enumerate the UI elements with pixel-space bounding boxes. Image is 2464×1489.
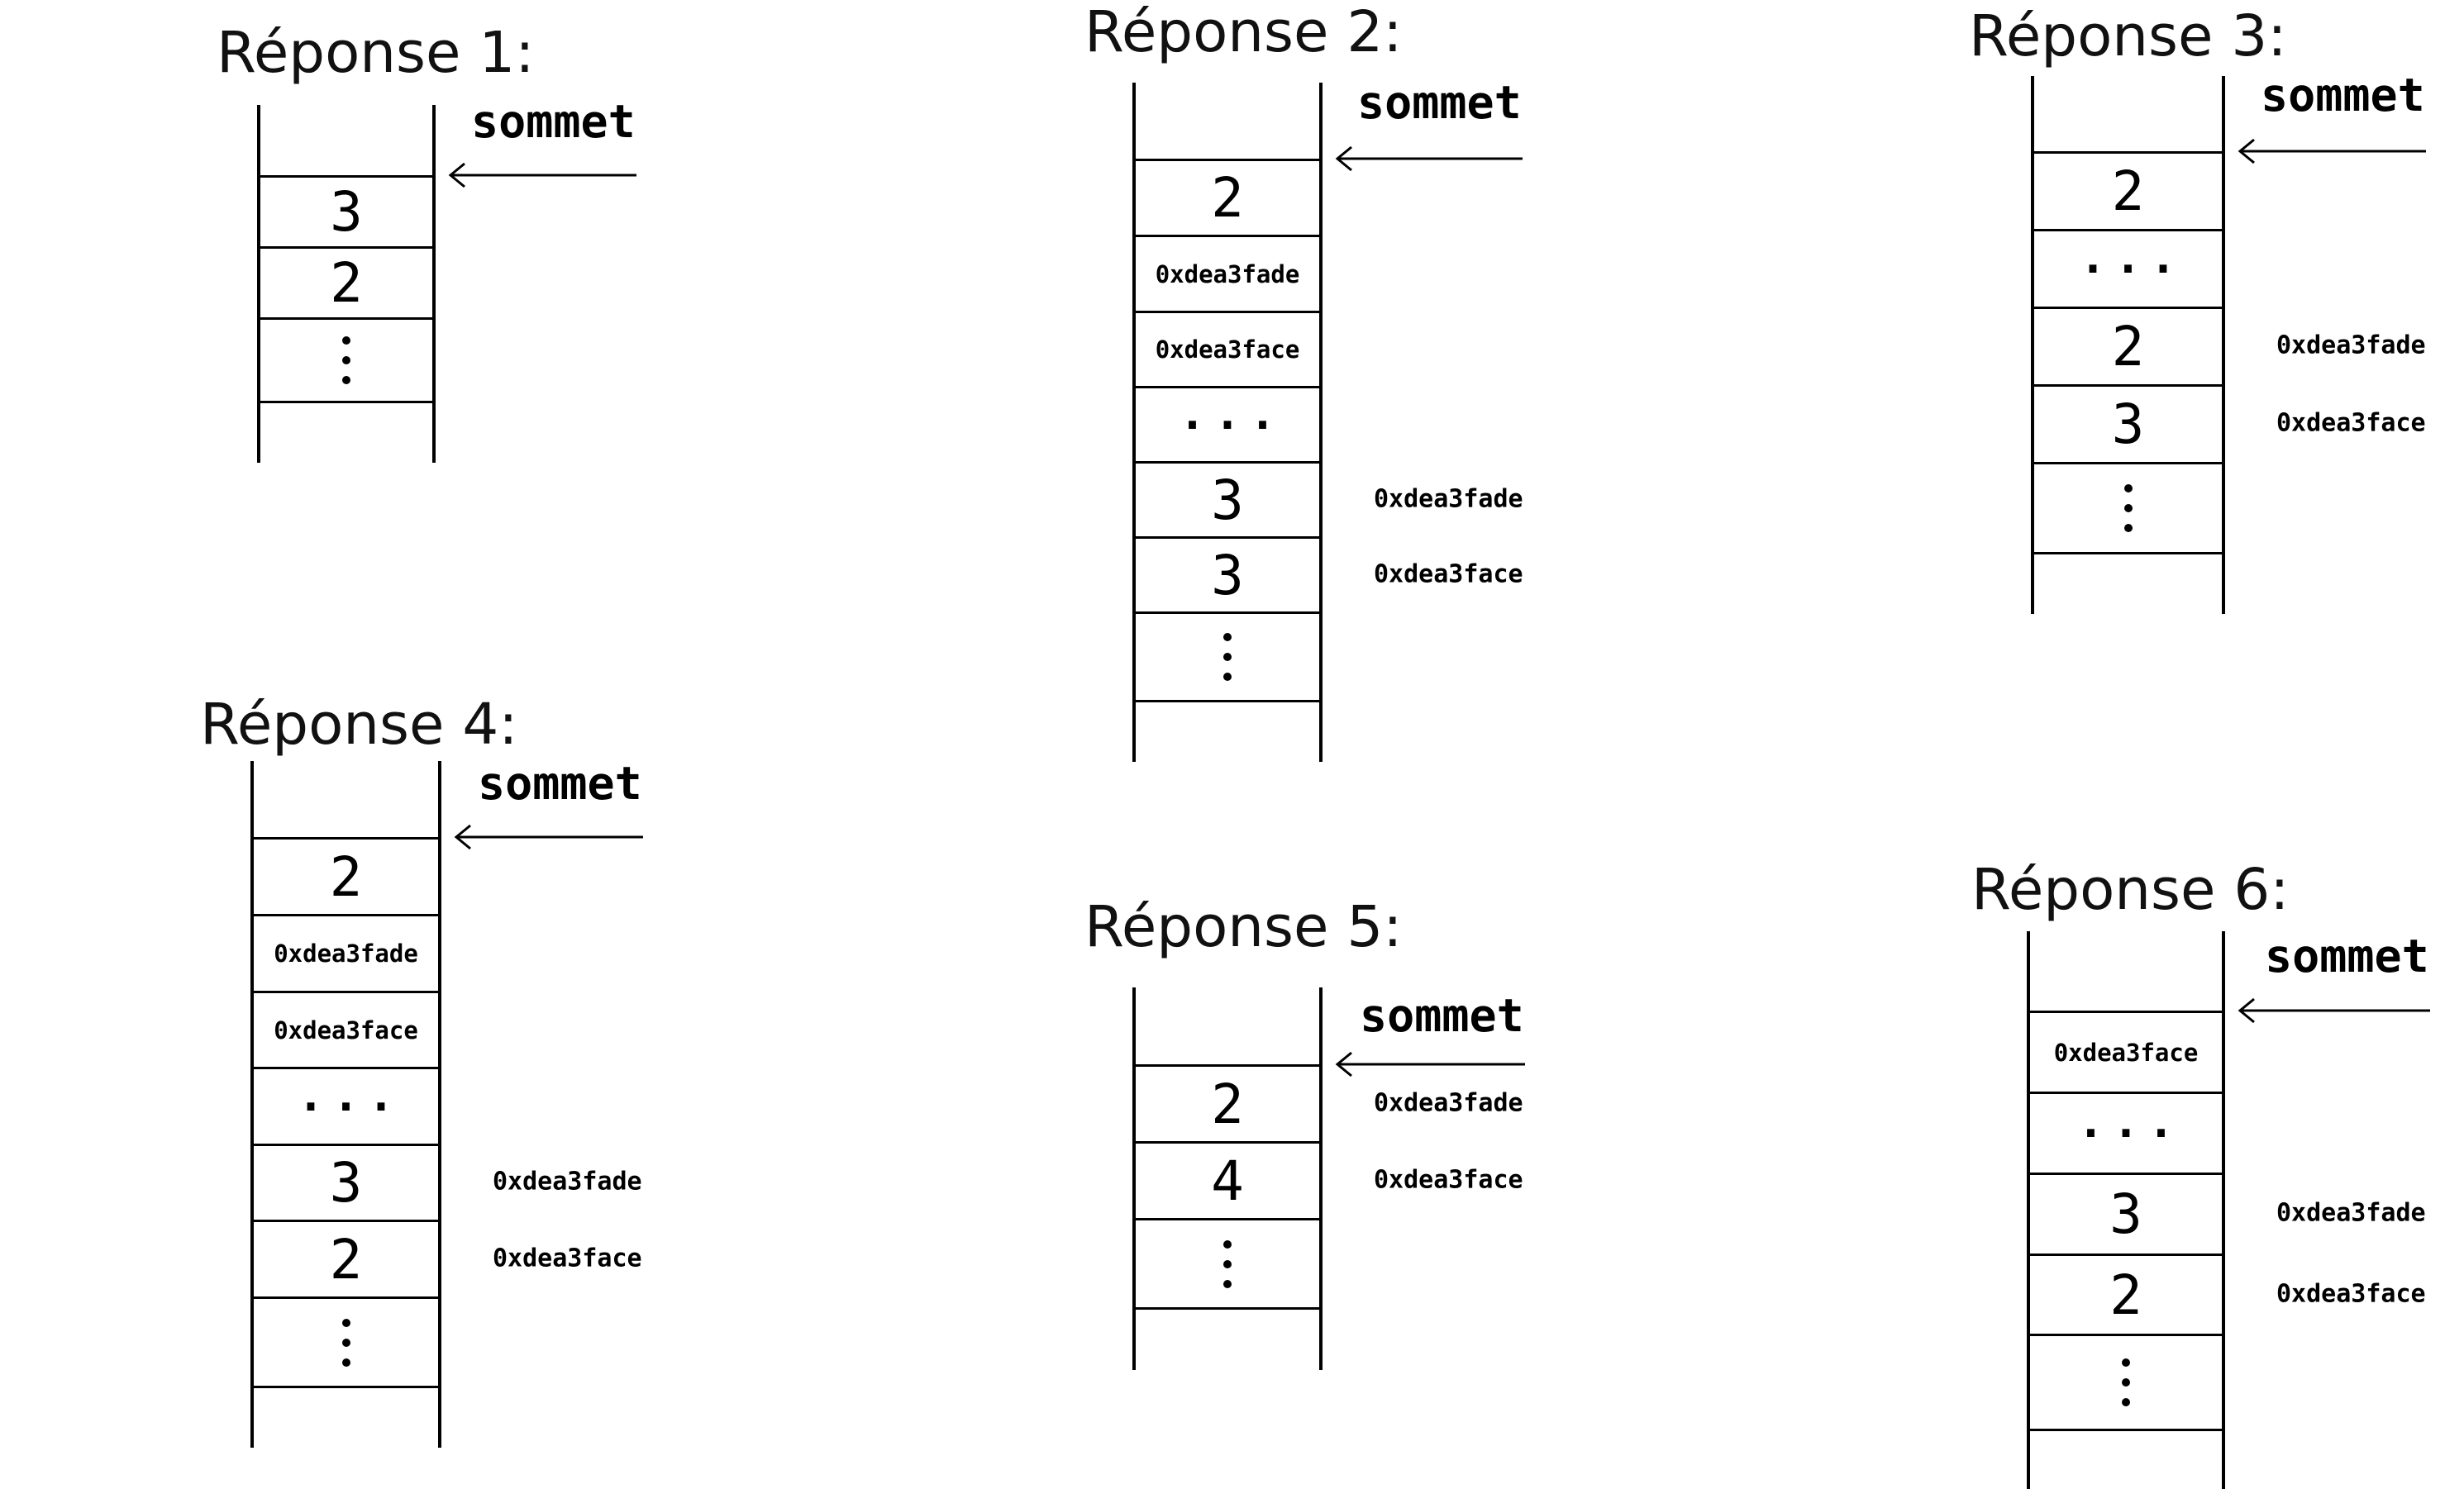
stack-cell: ··· (2034, 229, 2222, 307)
cell-address: 0xdea3face (2276, 1279, 2426, 1308)
cell-address: 0xdea3fade (2276, 331, 2426, 360)
diagram-title: Réponse 4: (200, 692, 518, 758)
cell-address: 0xdea3face (493, 1244, 642, 1273)
stack-cell: 0xdea3face (254, 991, 438, 1067)
stack-cell: 3 (2030, 1173, 2222, 1254)
stack-cell: 3 (1136, 536, 1319, 611)
cell-address: 0xdea3fade (1374, 1088, 1523, 1117)
sommet-label: sommet (1357, 76, 1522, 129)
cell-value: 2 (1211, 166, 1244, 230)
diagram-title: Réponse 2: (1084, 0, 1403, 65)
stack-cell: 3 (254, 1144, 438, 1220)
diagram-title: Réponse 6: (1971, 857, 2290, 923)
stack-cell: 2 (254, 837, 438, 914)
stack-cell: 2 (1136, 1064, 1319, 1141)
cell-address: 0xdea3face (2276, 408, 2426, 438)
sommet-arrow-icon (2238, 997, 2430, 1024)
stack-cell: 0xdea3face (2030, 1011, 2222, 1092)
cell-value: ··· (297, 1080, 403, 1133)
stack-cell (1136, 1218, 1319, 1310)
sommet-arrow-icon (1335, 145, 1523, 172)
cell-value: 2 (1211, 1072, 1244, 1136)
stack-cell: 2 (1136, 159, 1319, 235)
cell-address: 0xdea3face (1374, 559, 1523, 588)
stack-cell: ··· (1136, 386, 1319, 461)
cell-value: 3 (1211, 543, 1244, 607)
sommet-label: sommet (2265, 930, 2429, 982)
cell-value: 3 (2109, 1182, 2142, 1246)
stack-cell (260, 317, 432, 403)
cell-value: 2 (330, 251, 363, 315)
cell-address: 0xdea3face (1374, 1165, 1523, 1194)
stack-cell: 3 (260, 175, 432, 246)
cell-value: 3 (1211, 468, 1244, 532)
stack-frame: 0xdea3face ··· 3 2 (2027, 931, 2225, 1489)
cell-value: 0xdea3face (274, 1016, 418, 1044)
stack-cell: 2 (2034, 151, 2222, 229)
stack-cell (1136, 611, 1319, 702)
cell-value: 3 (2111, 392, 2145, 456)
stack-cell: 0xdea3fade (1136, 235, 1319, 311)
cell-value: ··· (2079, 243, 2185, 295)
stack-cell: 4 (1136, 1141, 1319, 1218)
cell-address: 0xdea3fade (493, 1167, 642, 1196)
stack-cell: ··· (254, 1067, 438, 1144)
stack-cell (2034, 462, 2222, 554)
sommet-label: sommet (1360, 989, 1524, 1042)
sommet-label: sommet (478, 757, 642, 810)
stack-cell: 0xdea3fade (254, 914, 438, 991)
vertical-dots-icon (2123, 484, 2133, 532)
stack-cell: 2 (254, 1220, 438, 1296)
cell-value: 0xdea3fade (274, 940, 418, 968)
sommet-arrow-icon (2238, 138, 2426, 164)
stack-cell: 2 (2034, 307, 2222, 384)
stack-cell: 0xdea3face (1136, 311, 1319, 386)
vertical-dots-icon (1223, 633, 1232, 681)
sommet-label: sommet (471, 95, 636, 148)
cell-address: 0xdea3fade (2276, 1198, 2426, 1228)
stack-frame: 2 0xdea3fade 0xdea3face ··· 3 3 (1132, 83, 1323, 762)
stack-cell: 2 (260, 246, 432, 317)
stack-cell (254, 1296, 438, 1388)
stack-frame: 2 ··· 2 3 (2031, 76, 2225, 614)
vertical-dots-icon (1223, 1239, 1232, 1288)
stack-cell: 3 (1136, 461, 1319, 536)
cell-value: 0xdea3face (1155, 335, 1300, 364)
sommet-arrow-icon (454, 824, 643, 850)
cell-value: 4 (1211, 1149, 1244, 1213)
stack-cell: 3 (2034, 384, 2222, 462)
cell-value: 2 (2109, 1263, 2142, 1327)
cell-value: 2 (2111, 159, 2145, 223)
vertical-dots-icon (2122, 1358, 2130, 1406)
cell-value: 2 (329, 1227, 363, 1292)
cell-value: ··· (1179, 398, 1284, 451)
cell-value: 0xdea3fade (1155, 259, 1300, 288)
diagram-title: Réponse 3: (1969, 3, 2287, 69)
cell-value: 2 (2111, 315, 2145, 378)
cell-value: 3 (330, 180, 363, 244)
cell-value: 3 (329, 1151, 363, 1215)
vertical-dots-icon (341, 1318, 350, 1367)
stack-cell: ··· (2030, 1092, 2222, 1173)
stack-cell: 2 (2030, 1254, 2222, 1334)
sommet-arrow-icon (448, 162, 636, 188)
cell-value: 0xdea3face (2053, 1038, 2199, 1067)
sommet-arrow-icon (1335, 1051, 1525, 1078)
vertical-dots-icon (342, 336, 350, 384)
diagram-title: Réponse 1: (217, 20, 535, 86)
stack-cell (2030, 1334, 2222, 1431)
cell-value: ··· (2077, 1107, 2183, 1159)
sommet-label: sommet (2261, 69, 2425, 121)
stack-frame: 2 0xdea3fade 0xdea3face ··· 3 2 (250, 761, 441, 1448)
diagram-title: Réponse 5: (1084, 894, 1403, 960)
cell-value: 2 (329, 844, 363, 909)
cell-address: 0xdea3fade (1374, 484, 1523, 513)
